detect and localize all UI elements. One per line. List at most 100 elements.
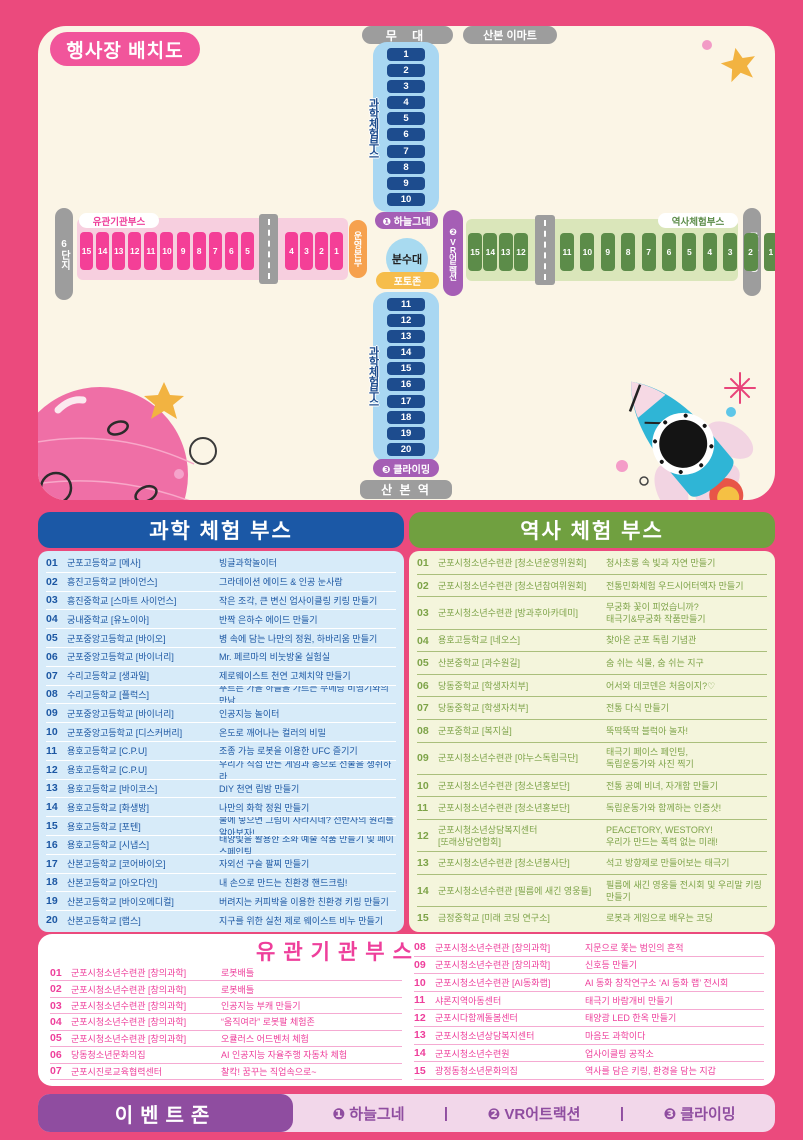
booth-number: 11 <box>46 744 58 757</box>
booth-number: 13 <box>417 857 429 870</box>
related-booth-number: 7 <box>208 232 222 270</box>
science-booth-number: 9 <box>387 176 425 190</box>
history-booth-number: 9 <box>600 233 615 271</box>
booth-organization: 용호고등학교 [시냅스] <box>67 840 150 851</box>
booth-activity: 업사이클링 공작소 <box>585 1048 654 1059</box>
booth-activity: 무궁화 꽃이 피었습니까? 태극기&무궁화 작품만들기 <box>606 602 706 624</box>
booth-activity: 나만의 화학 정원 만들기 <box>219 802 310 813</box>
booth-number: 07 <box>46 669 58 682</box>
science-booth-number: 10 <box>387 192 425 206</box>
history-booth-number: 11 <box>560 233 574 271</box>
booth-organization: 샤론지역아동센터 <box>435 995 502 1006</box>
vr-number-badge: ❷ <box>449 227 457 237</box>
page-title: 행사장 배치도 <box>50 32 200 66</box>
history-booth-number: 2 <box>743 233 758 271</box>
booth-number: 02 <box>46 575 58 588</box>
booth-organization: 산본고등학교 [코어바이오] <box>67 859 166 870</box>
related-booth-number: 2 <box>315 232 328 270</box>
science-booth-row: 19 산본고등학교 [바이오메디컬] 버려지는 커피박을 이용한 친환경 키링 … <box>46 892 396 912</box>
booth-activity: 지문으로 쫓는 범인의 흔적 <box>585 942 684 953</box>
science-booth-row: 14 용호고등학교 [화생방] 나만의 화학 정원 만들기 <box>46 798 396 818</box>
booth-organization: 수리고등학교 [플럭스] <box>67 689 150 700</box>
booth-organization: 용호고등학교 [화생방] <box>67 802 150 813</box>
related-booth-number: 11 <box>144 232 158 270</box>
related-org-row: 07 군포시진로교육협력센터 찰칵! 꿈꾸는 직업속으로~ <box>50 1064 402 1080</box>
history-booth-number: 12 <box>513 233 528 271</box>
science-booth-row: 10 군포중앙고등학교 [디스커버리] 온도로 깨어나는 컬러의 비밀 <box>46 723 396 742</box>
science-booth-column-bottom: 11 12 13 14 15 16 17 18 19 20 <box>373 292 439 462</box>
booth-organization: 군포시청소년수련관 [청소년봉사단] <box>438 858 570 869</box>
booth-number: 10 <box>414 976 426 989</box>
climbing-label: ❸ 클라이밍 <box>373 459 439 477</box>
booth-number: 07 <box>417 702 429 715</box>
booth-number: 02 <box>50 983 62 996</box>
booth-organization: 군포시청소년수련관 [창의과학] <box>71 968 187 979</box>
science-booth-number: 20 <box>387 442 425 456</box>
history-booth-row: 15 금정중학교 [미래 코딩 연구소] 로봇과 게임으로 배우는 코딩 <box>417 909 767 929</box>
emart-label: 산본 이마트 <box>463 26 557 44</box>
related-org-list-left: 01 군포시청소년수련관 [창의과학] 로봇배틀 02 군포시청소년수련관 [창… <box>50 965 402 1080</box>
history-booth-row: 04 용호고등학교 [네오스] 찾아온 군포 독립 기념관 <box>417 632 767 653</box>
science-booth-number: 17 <box>387 394 425 408</box>
science-booth-number: 7 <box>387 144 425 158</box>
science-booth-section: 과학 체험 부스 01 군포고등학교 [메사] 빙글과학놀이터 02 흥진고등학… <box>38 512 404 932</box>
rocket-illustration <box>616 372 756 500</box>
booth-number: 15 <box>414 1064 426 1077</box>
science-booth-row: 08 수리고등학교 [플럭스] 푸르른 가을 하늘을 가르는 부메랑 비행기와의… <box>46 686 396 705</box>
venue-map: 행사장 배치도 무 대 산본 이마트 1 2 3 4 5 6 7 8 9 10 과학체험부스 6단… <box>38 26 775 500</box>
booth-number: 03 <box>417 607 429 620</box>
booth-activity: 물에 넣으면 그림이 사라지네? 전반사의 원리를 알아보자! <box>219 817 394 836</box>
related-org-row: 03 군포시청소년수련관 [창의과학] 인공지능 부캐 만들기 <box>50 998 402 1015</box>
pink-dot-decor <box>702 40 712 50</box>
science-booth-number: 18 <box>387 410 425 424</box>
booth-activity: 태양광 LED 한옥 만들기 <box>585 1013 677 1024</box>
science-booth-row: 16 용호고등학교 [시냅스] 태양빛을 활용한 조화 예술 작품 만들기 및 … <box>46 836 396 855</box>
booth-activity: 빙글과학놀이터 <box>219 558 277 569</box>
event-zone-title: 이벤트존 <box>38 1094 293 1132</box>
booth-number: 09 <box>417 752 429 765</box>
booth-number: 07 <box>50 1065 62 1078</box>
booth-organization: 용호고등학교 [C.P.U] <box>67 746 148 757</box>
booth-organization: 군포시청소년상담복지센터 <box>435 1030 535 1041</box>
history-booth-number: 8 <box>621 233 636 271</box>
related-booth-number: 12 <box>128 232 142 270</box>
vr-label-text: VR어트렉션 <box>448 237 458 279</box>
science-booth-row: 11 용호고등학교 [C.P.U] 조종 가능 로봇을 이용한 UFC 즐기기 <box>46 742 396 761</box>
booth-organization: 군포시다함께돌봄센터 <box>435 1013 518 1024</box>
vr-attraction-label: ❷ VR어트렉션 <box>443 210 463 296</box>
history-booth-row: 13 군포시청소년수련관 [청소년봉사단] 석고 방향제로 만들어보는 태극기 <box>417 854 767 875</box>
booth-organization: 흥진고등학교 [바이언스] <box>67 577 158 588</box>
related-org-row: 10 군포시청소년수련관 [AI동화랩] AI 동화 창작연구소 ‘AI 동화 … <box>414 974 764 992</box>
history-booth-number: 1 <box>763 233 775 271</box>
booth-activity: 필름에 새긴 영웅들 전시회 및 우리말 키링 만들기 <box>606 879 762 902</box>
related-org-row: 04 군포시청소년수련관 [창의과학] “움직여라” 로봇팔 체험존 <box>50 1014 402 1031</box>
related-booth-row-left: 15 14 13 12 11 10 9 8 7 6 5 <box>80 232 254 270</box>
booth-activity: 어서와 데코덴은 처음이지?♡ <box>606 680 716 691</box>
history-booth-number: 6 <box>661 233 676 271</box>
related-org-row: 13 군포시청소년상담복지센터 마음도 과학이다 <box>414 1027 764 1045</box>
booth-number: 03 <box>50 999 62 1012</box>
history-booth-row: 01 군포시청소년수련관 [청소년운영위원회] 청사초롱 속 빛과 자연 만들기 <box>417 554 767 575</box>
booth-number: 01 <box>417 557 429 569</box>
related-booth-number: 9 <box>176 232 190 270</box>
booth-number: 10 <box>417 779 429 792</box>
booth-number: 11 <box>414 994 426 1007</box>
booth-organization: 군포시청소년수련관 [청소년홍보단] <box>438 780 570 791</box>
booth-activity: 우리가 직접 만든 게임과 총으로 선물을 쟁취하라 <box>219 760 392 780</box>
history-booth-number: 5 <box>682 233 697 271</box>
history-booth-number: 4 <box>702 233 717 271</box>
booth-activity: 그라데이션 에이드 & 인공 눈사람 <box>219 577 343 588</box>
event-zone-item: ❷ VR어트랙션 <box>487 1105 581 1123</box>
booth-activity: 전통민화체험 우드시어터액자 만들기 <box>606 580 744 591</box>
science-booth-number: 16 <box>387 378 425 392</box>
booth-number: 13 <box>414 1029 426 1042</box>
booth-activity: 푸르른 가을 하늘을 가르는 부메랑 비행기와의 만남 <box>219 685 389 705</box>
booth-activity: 태극기 바람개비 만들기 <box>585 995 673 1006</box>
booth-number: 12 <box>46 763 58 776</box>
science-booth-column-label: 과학체험부스 <box>367 98 379 158</box>
history-booth-row: 03 군포시청소년수련관 [방과후아카데미] 무궁화 꽃이 피었습니까? 태극기… <box>417 599 767 630</box>
booth-activity: 인공지능 놀이터 <box>219 708 280 719</box>
booth-number: 11 <box>417 802 429 815</box>
related-org-section: 유관기관부스 01 군포시청소년수련관 [창의과학] 로봇배틀 02 군포시청소… <box>38 934 775 1086</box>
